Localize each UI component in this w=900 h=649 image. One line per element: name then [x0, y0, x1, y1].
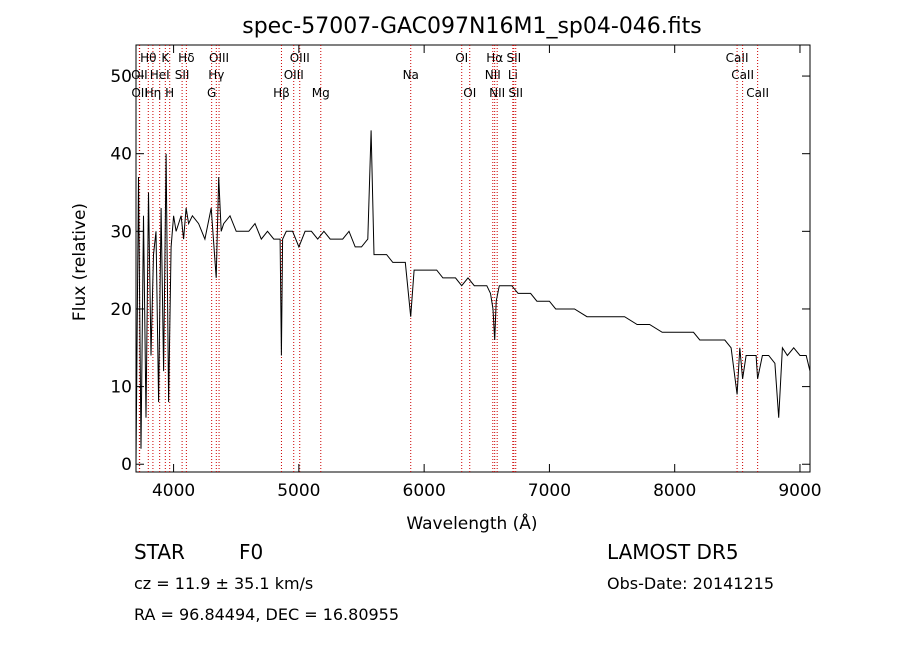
marker-label-6: SII	[175, 68, 190, 82]
series-group	[135, 130, 811, 465]
y-tick-label-1: 10	[110, 378, 132, 398]
marker-label-25: CaII	[726, 51, 749, 65]
marker-label-5: K	[161, 51, 170, 65]
marker-label-23: Li	[508, 68, 518, 82]
object-subclass: F0	[239, 540, 264, 564]
y-tick-label-3: 30	[110, 222, 132, 242]
marker-label-9: OIII	[209, 51, 229, 65]
marker-label-3: HeI	[150, 68, 170, 82]
x-tick-label-0: 4000	[152, 481, 195, 501]
obs-date: Obs-Date: 20141215	[607, 574, 775, 593]
marker-label-13: OIII	[284, 68, 304, 82]
marker-label-27: CaII	[746, 86, 769, 100]
x-tick-label-2: 6000	[403, 481, 446, 501]
object-class: STAR	[134, 540, 185, 564]
marker-label-10: Hγ	[208, 68, 224, 82]
y-tick-label-0: 0	[121, 455, 132, 475]
coordinates: RA = 96.84494, DEC = 16.80955	[134, 605, 400, 624]
marker-label-21: NII	[489, 86, 505, 100]
marker-label-19: Hα	[486, 51, 503, 65]
survey-name: LAMOST DR5	[607, 540, 739, 564]
x-tick-label-4: 8000	[653, 481, 696, 501]
redshift-text: cz = 11.9 ± 35.1 km/s	[134, 574, 314, 593]
marker-label-12: OIII	[290, 51, 310, 65]
y-tick-label-5: 50	[110, 67, 132, 87]
x-tick-label-1: 5000	[277, 481, 320, 501]
marker-label-16: Na	[403, 68, 419, 82]
marker-label-8: Hδ	[178, 51, 194, 65]
y-axis-label: Flux (relative)	[70, 203, 90, 321]
marker-label-2: OII	[131, 86, 148, 100]
x-tick-label-5: 9000	[778, 481, 821, 501]
marker-label-7: H	[165, 86, 174, 100]
spectrum-line-0	[135, 130, 811, 465]
marker-label-11: G	[207, 86, 216, 100]
marker-label-17: OI	[455, 51, 468, 65]
marker-label-4: Hη	[145, 86, 162, 100]
marker-label-15: Mg	[312, 86, 330, 100]
axes: 4000 5000 6000 7000 8000 9000 0 10 20 30 40 50	[110, 45, 822, 501]
marker-label-0: Hθ	[140, 51, 156, 65]
x-tick-label-3: 7000	[528, 481, 571, 501]
marker-label-22: SII	[506, 51, 521, 65]
marker-label-14: Hβ	[273, 86, 290, 100]
y-tick-label-2: 20	[110, 300, 132, 320]
marker-label-20: NII	[485, 68, 501, 82]
marker-label-18: OI	[463, 86, 476, 100]
plot-frame	[135, 44, 811, 473]
marker-label-26: CaII	[731, 68, 754, 82]
marker-label-24: SII	[508, 86, 523, 100]
chart-title: spec-57007-GAC097N16M1_sp04-046.fits	[242, 14, 702, 39]
y-tick-label-4: 40	[110, 145, 132, 165]
x-axis-label: Wavelength (Å)	[406, 512, 537, 534]
